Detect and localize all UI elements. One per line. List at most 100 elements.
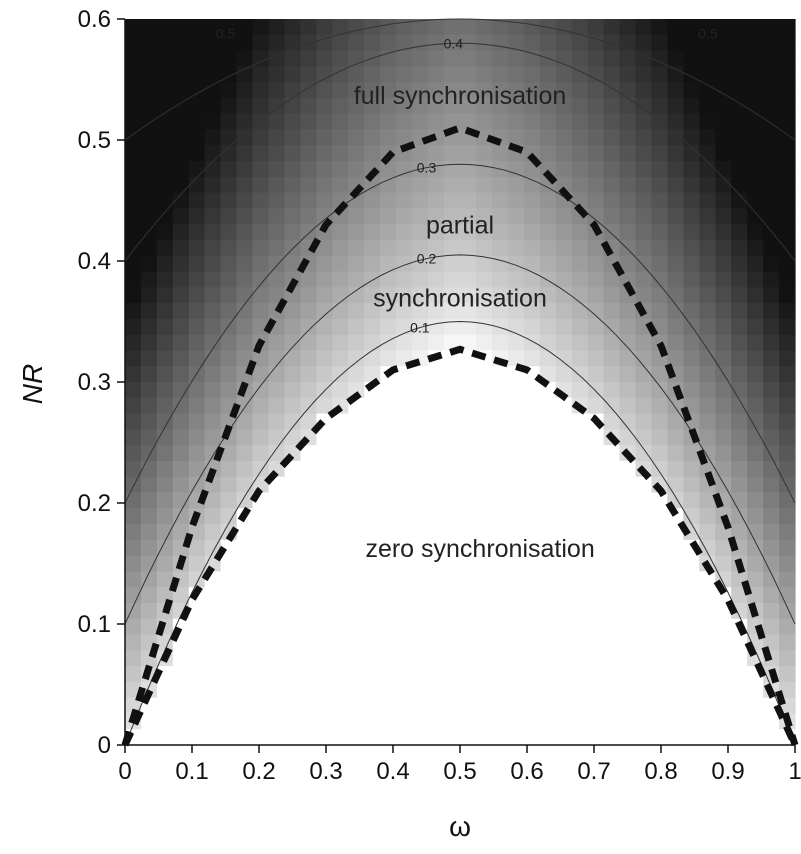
heatmap-cell bbox=[204, 287, 222, 304]
heatmap-cell bbox=[156, 524, 174, 541]
heatmap-cell bbox=[475, 176, 493, 194]
heatmap-cell bbox=[300, 34, 318, 52]
heatmap-cell bbox=[380, 82, 397, 99]
heatmap-cell bbox=[571, 176, 589, 194]
heatmap-cell bbox=[140, 129, 158, 146]
heatmap-cell bbox=[316, 366, 333, 383]
heatmap-cell bbox=[587, 208, 605, 225]
heatmap-cell bbox=[507, 571, 525, 588]
heatmap-cell bbox=[683, 82, 700, 99]
heatmap-cell bbox=[475, 492, 493, 509]
heatmap-cell bbox=[444, 66, 461, 83]
heatmap-cell bbox=[651, 602, 668, 620]
heatmap-cell bbox=[348, 634, 365, 651]
heatmap-cell bbox=[619, 66, 637, 83]
heatmap-cell bbox=[651, 303, 668, 320]
heatmap-cell bbox=[651, 524, 668, 541]
heatmap-cell bbox=[763, 492, 780, 509]
heatmap-cell bbox=[412, 602, 429, 620]
heatmap-cell bbox=[412, 255, 429, 273]
heatmap-cell bbox=[523, 19, 541, 36]
heatmap-cell bbox=[188, 366, 206, 383]
heatmap-cell bbox=[204, 66, 222, 83]
heatmap-cell bbox=[715, 555, 732, 572]
heatmap-cell bbox=[683, 492, 700, 509]
heatmap-cell bbox=[523, 492, 541, 509]
heatmap-cell bbox=[491, 66, 509, 83]
heatmap-cell bbox=[284, 681, 302, 699]
heatmap-cell bbox=[396, 413, 413, 430]
heatmap-cell bbox=[300, 350, 318, 367]
heatmap-cell bbox=[491, 397, 509, 415]
heatmap-cell bbox=[140, 524, 158, 541]
heatmap-cell bbox=[523, 66, 541, 83]
heatmap-cell bbox=[635, 34, 653, 52]
heatmap-cell bbox=[332, 66, 349, 83]
heatmap-cell bbox=[140, 34, 158, 52]
heatmap-cell bbox=[220, 129, 238, 146]
heatmap-cell bbox=[619, 681, 637, 699]
x-tick-label: 0.5 bbox=[443, 758, 476, 785]
heatmap-cell bbox=[412, 713, 429, 730]
heatmap-cell bbox=[475, 271, 493, 288]
heatmap-cell bbox=[284, 555, 302, 572]
heatmap-cell bbox=[683, 208, 700, 225]
heatmap-cell bbox=[747, 97, 764, 115]
heatmap-cell bbox=[460, 224, 477, 241]
heatmap-cell bbox=[396, 539, 413, 557]
heatmap-cell bbox=[460, 161, 477, 178]
heatmap-cell bbox=[268, 729, 286, 746]
heatmap-cell bbox=[619, 429, 637, 446]
heatmap-cell bbox=[763, 192, 780, 209]
heatmap-cell bbox=[268, 492, 286, 509]
heatmap-cell bbox=[236, 239, 254, 257]
heatmap-cell bbox=[491, 50, 509, 67]
heatmap-cell bbox=[188, 429, 206, 446]
heatmap-cell bbox=[539, 97, 557, 115]
heatmap-cell bbox=[779, 460, 796, 478]
heatmap-cell bbox=[619, 413, 637, 430]
heatmap-cell bbox=[507, 239, 525, 257]
heatmap-cell bbox=[444, 697, 461, 715]
heatmap-cell bbox=[731, 224, 748, 241]
heatmap-cell bbox=[125, 287, 142, 304]
heatmap-cell bbox=[268, 429, 286, 446]
heatmap-cell bbox=[380, 350, 397, 367]
heatmap-cell bbox=[587, 34, 605, 52]
heatmap-cell bbox=[268, 508, 286, 525]
heatmap-cell bbox=[747, 571, 764, 588]
heatmap-cell bbox=[252, 192, 270, 209]
heatmap-cell bbox=[699, 224, 716, 241]
heatmap-cell bbox=[523, 634, 541, 651]
heatmap-cell bbox=[587, 650, 605, 667]
heatmap-cell bbox=[539, 681, 557, 699]
heatmap-cell bbox=[475, 587, 493, 604]
heatmap-cell bbox=[220, 492, 238, 509]
heatmap-cell bbox=[651, 192, 668, 209]
heatmap-cell bbox=[763, 176, 780, 194]
heatmap-cell bbox=[348, 287, 365, 304]
heatmap-cell bbox=[236, 334, 254, 352]
heatmap-cell bbox=[236, 287, 254, 304]
heatmap-cell bbox=[348, 271, 365, 288]
heatmap-cell bbox=[635, 82, 653, 99]
heatmap-cell bbox=[188, 176, 206, 194]
heatmap-cell bbox=[635, 492, 653, 509]
heatmap-cell bbox=[140, 587, 158, 604]
heatmap-cell bbox=[236, 697, 254, 715]
heatmap-cell bbox=[779, 571, 796, 588]
heatmap-cell bbox=[220, 271, 238, 288]
heatmap-cell bbox=[412, 634, 429, 651]
heatmap-cell bbox=[252, 666, 270, 683]
heatmap-cell bbox=[348, 413, 365, 430]
heatmap-cell bbox=[332, 176, 349, 194]
heatmap-cell bbox=[779, 397, 796, 415]
heatmap-cell bbox=[523, 82, 541, 99]
heatmap-cell bbox=[204, 113, 222, 131]
heatmap-cell bbox=[491, 334, 509, 352]
heatmap-cell bbox=[571, 350, 589, 367]
heatmap-cell bbox=[747, 271, 764, 288]
heatmap-cell bbox=[364, 303, 381, 320]
heatmap-cell bbox=[428, 318, 445, 336]
heatmap-cell bbox=[140, 192, 158, 209]
